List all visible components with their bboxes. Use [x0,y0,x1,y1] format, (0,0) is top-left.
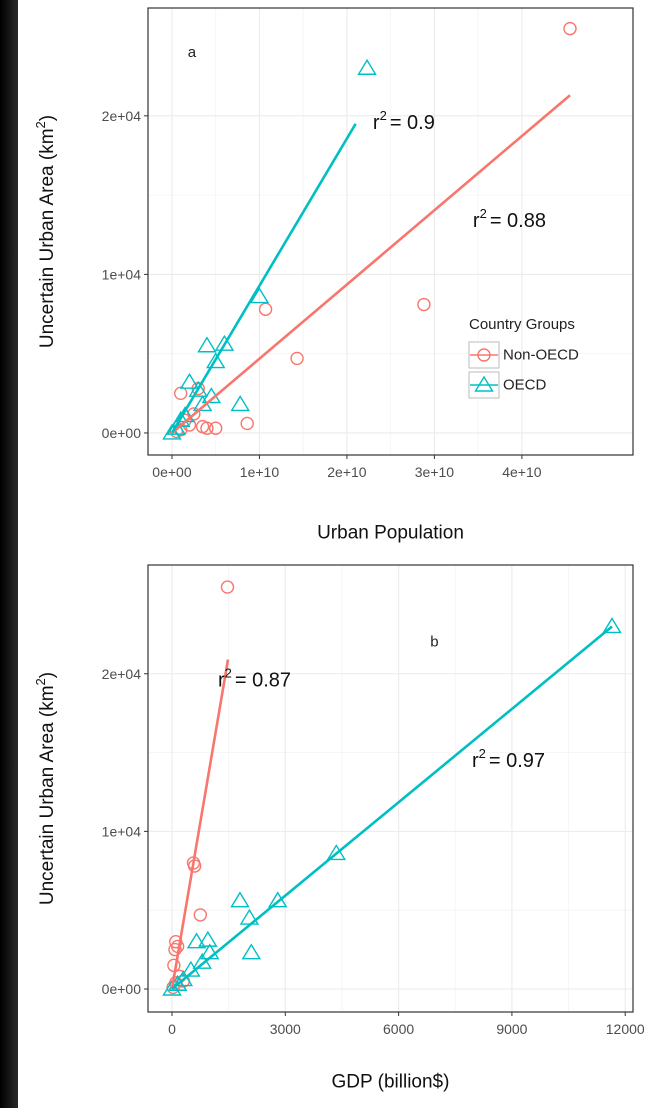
plot-background [148,565,633,1012]
legend-label: Non-OECD [503,347,579,364]
y-tick-label: 0e+00 [102,425,142,441]
panel-label: a [188,44,197,61]
point [179,372,200,389]
point [241,943,262,960]
annotation-sup: 2 [480,206,487,221]
x-tick-label: 3e+10 [415,464,455,480]
y-tick-label: 2e+04 [102,108,142,124]
point [168,942,182,957]
annotation: r2 = 0.9 [373,108,435,134]
annotation: r2 = 0.88 [473,206,546,232]
point [563,21,577,36]
annotation-rest: = 0.87 [235,670,291,692]
point [198,930,218,947]
annotation: r2 = 0.87 [218,666,291,692]
y-axis-label-end: ) [37,672,58,678]
point [602,617,622,634]
annotation-text: r [218,670,225,692]
point [188,380,208,397]
y-axis-label: Uncertain Urban Area (km2) [33,115,58,348]
annotation: r2 = 0.97 [472,746,545,772]
point [162,979,182,996]
point [162,423,182,440]
legend-marker [474,375,494,392]
y-axis-label-end: ) [37,115,58,121]
x-tick-label: 2e+10 [327,464,367,480]
y-tick-label: 0e+00 [102,981,142,997]
annotation-rest: = 0.9 [390,112,435,134]
point [197,336,217,353]
annotation-rest: = 0.88 [490,210,546,232]
fit-line [170,123,357,434]
point [326,844,347,861]
point [417,297,431,312]
annotation-rest: = 0.97 [489,750,545,772]
y-axis-label-sup: 2 [33,678,48,685]
x-tick-label: 4e+10 [502,464,542,480]
point [220,580,235,594]
point [186,932,207,949]
point [214,334,235,351]
x-axis-label: Urban Population [317,523,464,544]
y-tick-label: 2e+04 [102,666,142,682]
point [290,351,304,366]
panel-label: b [430,634,438,651]
point [230,891,250,908]
point [240,416,254,431]
point [230,395,250,412]
x-axis-label: GDP (billion$) [332,1072,450,1093]
annotation-sup: 2 [380,108,387,123]
y-axis-label-text: Uncertain Urban Area (km [37,685,58,905]
plot-border [147,7,634,456]
side-strip [0,0,18,1108]
point [357,58,377,75]
point [209,421,223,435]
point [193,908,208,922]
x-tick-label: 3000 [270,1021,301,1037]
annotation-sup: 2 [225,666,232,681]
annotation-text: r [373,112,380,134]
fit-line [170,659,230,990]
annotation-sup: 2 [479,746,486,761]
x-tick-label: 1e+10 [240,464,280,480]
point [187,407,201,421]
y-axis-label: Uncertain Urban Area (km2) [33,672,58,905]
y-tick-label: 1e+04 [102,266,142,282]
annotation-text: r [473,210,480,232]
x-tick-label: 0 [168,1021,176,1037]
fit-line [171,94,571,434]
point [205,352,226,369]
x-tick-label: 12000 [606,1021,645,1037]
annotation-text: r [472,750,479,772]
legend-label: OECD [503,377,547,394]
y-tick-label: 1e+04 [102,823,142,839]
point [249,287,270,304]
legend-marker [477,348,491,362]
fit-line [171,625,613,990]
point [195,419,210,434]
legend-title: Country Groups [469,316,575,333]
plot-border [147,564,634,1013]
x-tick-label: 9000 [496,1021,527,1037]
y-axis-label-sup: 2 [33,121,48,128]
x-tick-label: 6000 [383,1021,414,1037]
x-tick-label: 0e+00 [152,464,192,480]
y-axis-label-text: Uncertain Urban Area (km [37,128,58,348]
